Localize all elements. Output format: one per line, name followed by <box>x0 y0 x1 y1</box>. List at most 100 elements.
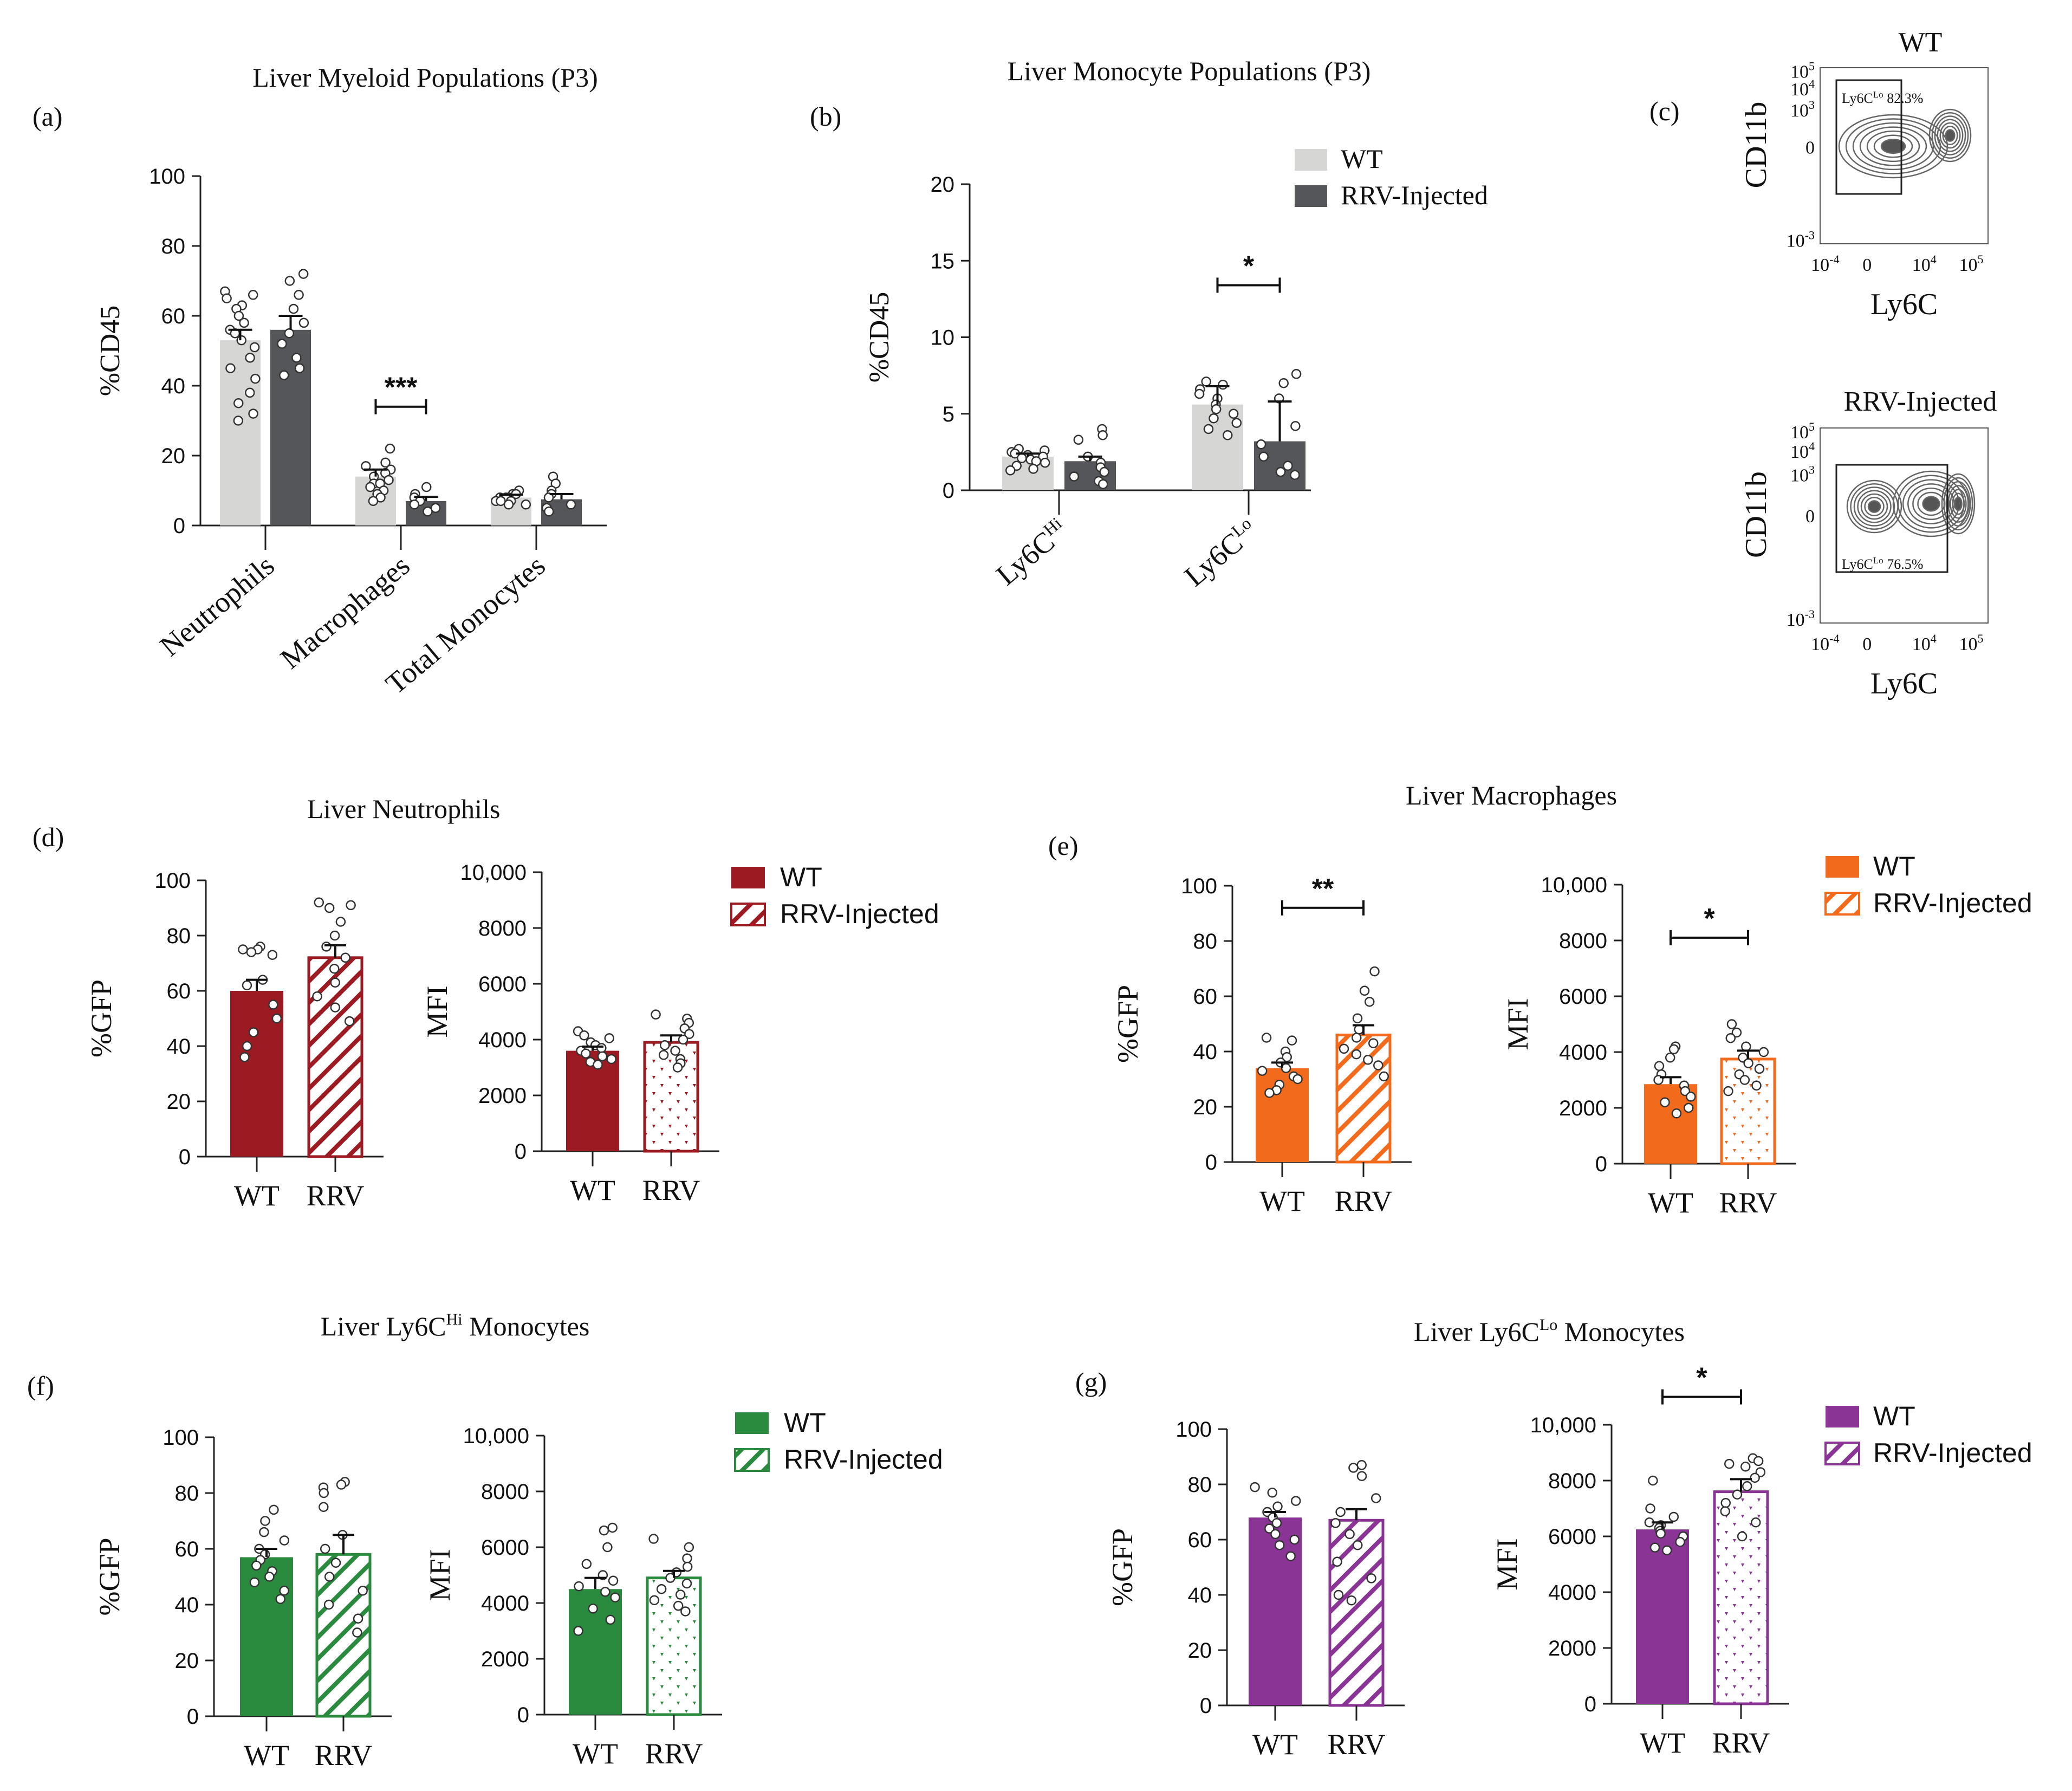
tick-base: 10 <box>1959 634 1978 654</box>
data-point <box>409 499 420 510</box>
title-tail: Monocytes <box>463 1311 590 1341</box>
gate-box <box>1835 464 1948 573</box>
data-point <box>1662 1545 1672 1555</box>
data-point <box>271 1013 282 1024</box>
data-point <box>607 1522 618 1533</box>
significance-label: * <box>1243 250 1255 282</box>
data-point <box>222 293 232 303</box>
y-tick-label: 20 <box>1188 1639 1212 1663</box>
significance-label: ** <box>1312 873 1334 905</box>
contour-line <box>1852 122 1934 171</box>
data-point <box>239 1052 250 1062</box>
y-axis-label: MFI <box>1502 998 1534 1050</box>
chart-title-e: Liver Macrophages <box>1406 780 1617 810</box>
tick-exp: -4 <box>1829 632 1839 645</box>
data-point <box>1040 457 1050 468</box>
contour-line <box>1937 119 1964 152</box>
data-point <box>597 1051 608 1062</box>
data-point <box>1282 1052 1292 1062</box>
data-point <box>1231 418 1242 428</box>
y-tick-label: 4000 <box>1548 1581 1596 1605</box>
data-point <box>1272 1501 1283 1512</box>
contour-line <box>1912 487 1950 521</box>
tick-exp: 5 <box>1809 60 1815 73</box>
y-tick-label: 0 <box>1584 1692 1596 1716</box>
legend-label-wt: WT <box>784 1407 826 1438</box>
data-point <box>1359 985 1370 996</box>
y-tick-label: 10,000 <box>1530 1413 1596 1437</box>
data-point <box>1287 1035 1297 1046</box>
x-tick-label: WT <box>1252 1728 1298 1761</box>
contour-line <box>1934 115 1966 155</box>
data-point <box>268 1000 278 1010</box>
panel-label-g: (g) <box>1075 1367 1107 1397</box>
bar <box>566 1050 619 1151</box>
flow-x-tick-label: 0 <box>1862 255 1872 275</box>
flow-y-axis-label: CD11b <box>1739 102 1773 189</box>
tick-exp: -4 <box>1829 252 1839 266</box>
flow-x-axis-label: Ly6C <box>1870 667 1938 700</box>
data-point <box>656 1584 667 1594</box>
tick-base: 10 <box>1811 634 1829 654</box>
data-point <box>1370 1493 1381 1503</box>
data-point <box>242 980 252 991</box>
data-point <box>421 482 432 492</box>
data-point <box>1671 1108 1682 1119</box>
data-point <box>1665 1053 1675 1063</box>
data-point <box>344 1016 355 1027</box>
tick-exp: 4 <box>1809 77 1815 90</box>
data-point <box>1739 1075 1750 1085</box>
y-tick-label: 100 <box>154 869 191 893</box>
data-point <box>248 408 258 419</box>
gate-label-main: Ly6C <box>1842 556 1873 572</box>
legend-f: WT RRV-Injected <box>734 1407 943 1475</box>
gate-label: Ly6CLo 82.3% <box>1842 89 1923 106</box>
data-point <box>1750 1472 1760 1483</box>
y-tick-label: 80 <box>167 924 191 948</box>
chart-d2: 0 2000 4000 6000 8000 10,000 MFI WT RRV <box>421 861 719 1206</box>
data-point <box>1354 1024 1365 1035</box>
data-point <box>298 317 309 328</box>
y-tick-label: 6000 <box>481 1536 529 1560</box>
data-point <box>1228 408 1239 419</box>
tick-base: 0 <box>1805 138 1815 158</box>
flow-y-tick-label: 104 <box>1790 439 1815 462</box>
data-point <box>352 1627 362 1638</box>
legend-swatch-rrv <box>1824 892 1860 916</box>
y-tick-label: 20 <box>931 173 955 197</box>
panel-b: (b) Liver Monocyte Populations (P3) WT R… <box>810 56 1488 210</box>
data-point <box>1005 465 1016 476</box>
flow-y-axis-label: CD11b <box>1739 471 1773 558</box>
data-point <box>579 1030 589 1041</box>
data-point <box>1271 1518 1282 1528</box>
data-point <box>1073 434 1084 445</box>
contour-line <box>1922 496 1940 512</box>
data-point <box>593 1060 603 1070</box>
tick-base: 10 <box>1787 610 1805 630</box>
data-point <box>1743 1058 1753 1068</box>
y-tick-label: 0 <box>1200 1694 1212 1718</box>
legend-swatch-rrv <box>734 1448 770 1472</box>
data-point <box>248 1027 259 1037</box>
y-tick-label: 5 <box>943 403 954 426</box>
y-tick-label: 8000 <box>1559 929 1607 953</box>
legend-swatch-wt <box>735 1412 769 1434</box>
data-point <box>1731 1027 1742 1038</box>
data-point <box>1675 1537 1685 1547</box>
data-point <box>1741 1041 1751 1052</box>
y-tick-label: 4000 <box>481 1592 529 1615</box>
data-point <box>239 317 249 328</box>
y-axis-label: MFI <box>424 1549 456 1601</box>
data-point <box>1348 1463 1359 1473</box>
y-tick-label: 40 <box>167 1035 191 1059</box>
title-tail: Monocytes <box>1557 1316 1685 1347</box>
data-point <box>503 499 514 510</box>
data-point <box>1267 1488 1277 1498</box>
tick-base: 10 <box>1790 423 1809 443</box>
data-point <box>233 416 244 426</box>
data-point <box>279 370 289 380</box>
data-point <box>1654 1061 1665 1071</box>
data-point <box>298 269 309 279</box>
data-point <box>658 1050 669 1060</box>
